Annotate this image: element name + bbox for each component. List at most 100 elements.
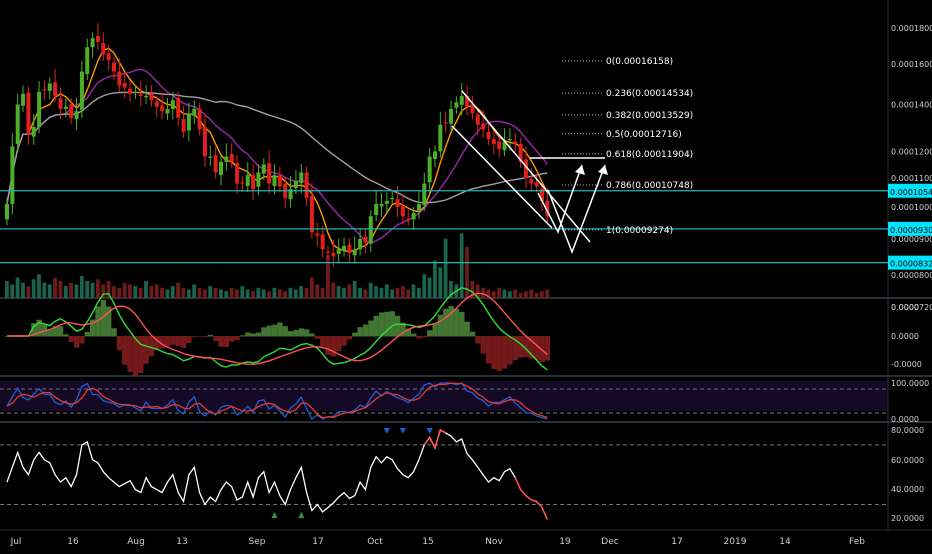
candle-body xyxy=(416,203,421,211)
volume-bar xyxy=(53,277,57,298)
rsi-buy-marker xyxy=(298,512,305,518)
candle-body xyxy=(326,251,330,253)
price-tag-1 xyxy=(888,183,932,198)
volume-bar xyxy=(507,291,512,298)
volume-bar xyxy=(534,292,539,298)
volume-bar xyxy=(326,255,330,298)
candle-body xyxy=(390,197,395,200)
volume-bar xyxy=(411,284,416,298)
candle-body xyxy=(202,126,207,157)
candle-body xyxy=(336,249,341,254)
volume-bar xyxy=(427,277,432,298)
candle-body xyxy=(117,71,122,86)
candle-body xyxy=(529,179,534,184)
time-tick-6: Oct xyxy=(367,537,383,547)
volume-bar xyxy=(149,286,154,298)
rsi-tick-0: 80.0000 xyxy=(891,426,924,435)
candle-body xyxy=(144,95,149,98)
volume-bar xyxy=(128,284,132,298)
fib-label-2: 0.382(0.00013529) xyxy=(606,111,693,121)
candle-body xyxy=(384,200,389,204)
volume-bar xyxy=(229,287,234,298)
candle-body xyxy=(149,93,154,101)
rsi-overbought-segment xyxy=(423,436,431,446)
volume-bar xyxy=(251,291,255,298)
candle-body xyxy=(90,38,95,48)
stoch-band xyxy=(0,381,888,411)
volume-bar xyxy=(165,289,170,298)
stoch-tick-1: 0.0000 xyxy=(891,415,919,424)
volume-bar xyxy=(261,289,266,298)
ma-fast-line xyxy=(6,47,548,253)
macd-histogram-bar xyxy=(518,336,524,358)
candle-body xyxy=(406,218,411,220)
macd-histogram-bar xyxy=(202,336,208,338)
volume-bar xyxy=(368,282,373,298)
macd-histogram-bar xyxy=(480,336,486,354)
candle-body xyxy=(545,200,550,217)
price-tag-label-1: 0.00010545 xyxy=(890,188,932,197)
candle-body xyxy=(74,111,79,120)
macd-histogram-bar xyxy=(250,333,256,337)
candle-body xyxy=(85,47,90,75)
volume-bar xyxy=(219,289,223,298)
volume-bar xyxy=(42,282,47,298)
macd-histogram-bar xyxy=(464,321,470,337)
volume-bar xyxy=(63,286,68,298)
fib-label-4: 0.618(0.00011904) xyxy=(606,150,693,160)
volume-bar xyxy=(197,287,202,298)
macd-histogram-bar xyxy=(57,326,64,337)
macd-histogram-bar xyxy=(469,331,476,337)
price-tag-label-3: 0.00008328 xyxy=(890,260,932,269)
candle-body xyxy=(112,62,116,72)
time-tick-8: Nov xyxy=(485,537,503,547)
candle-body xyxy=(261,164,266,174)
candle-body xyxy=(315,233,320,236)
candle-body xyxy=(352,249,357,256)
macd-histogram-bar xyxy=(389,311,395,337)
macd-histogram-bar xyxy=(368,320,374,337)
volume-bar xyxy=(74,284,79,298)
volume-bar xyxy=(513,289,518,298)
candle-body xyxy=(433,151,437,159)
candle-body xyxy=(438,124,443,152)
candle-body xyxy=(138,94,143,96)
macd-histogram-bar xyxy=(512,336,518,360)
candle-body xyxy=(395,199,400,207)
volume-bar xyxy=(5,281,9,298)
volume-bar xyxy=(90,282,95,298)
candle-body xyxy=(133,91,138,93)
macd-histogram-bar xyxy=(159,336,165,349)
fib-label-6: 1(0.00009274) xyxy=(606,226,673,236)
macd-histogram-bar xyxy=(459,311,465,337)
candle-body xyxy=(219,161,223,175)
candle-body xyxy=(267,163,272,184)
macd-histogram-bar xyxy=(255,332,262,337)
macd-histogram-bar xyxy=(491,336,497,369)
volume-bar xyxy=(235,289,239,298)
macd-histogram-bar xyxy=(416,336,422,339)
volume-bar xyxy=(331,282,336,298)
volume-bar xyxy=(272,287,277,298)
macd-histogram-bar xyxy=(261,327,267,337)
volume-bar xyxy=(465,247,469,298)
volume-bar xyxy=(502,289,507,298)
macd-histogram-bar xyxy=(394,315,401,337)
macd-histogram-bar xyxy=(52,326,58,337)
macd-histogram-bar xyxy=(73,336,80,348)
candle-body xyxy=(208,156,213,158)
macd-histogram-bar xyxy=(453,308,460,337)
macd-histogram-bar xyxy=(213,336,219,342)
volume-bar xyxy=(21,282,25,298)
volume-bar xyxy=(390,289,394,298)
macd-histogram-bar xyxy=(47,329,53,337)
candle-body xyxy=(63,106,68,109)
projection-zigzag-2 xyxy=(537,164,583,234)
volume-bar xyxy=(26,286,31,298)
rsi-tick-3: 20.0000 xyxy=(891,514,924,523)
macd-histogram-bar xyxy=(507,336,513,365)
macd-histogram-bar xyxy=(496,336,502,371)
macd-histogram-bar xyxy=(341,336,347,346)
